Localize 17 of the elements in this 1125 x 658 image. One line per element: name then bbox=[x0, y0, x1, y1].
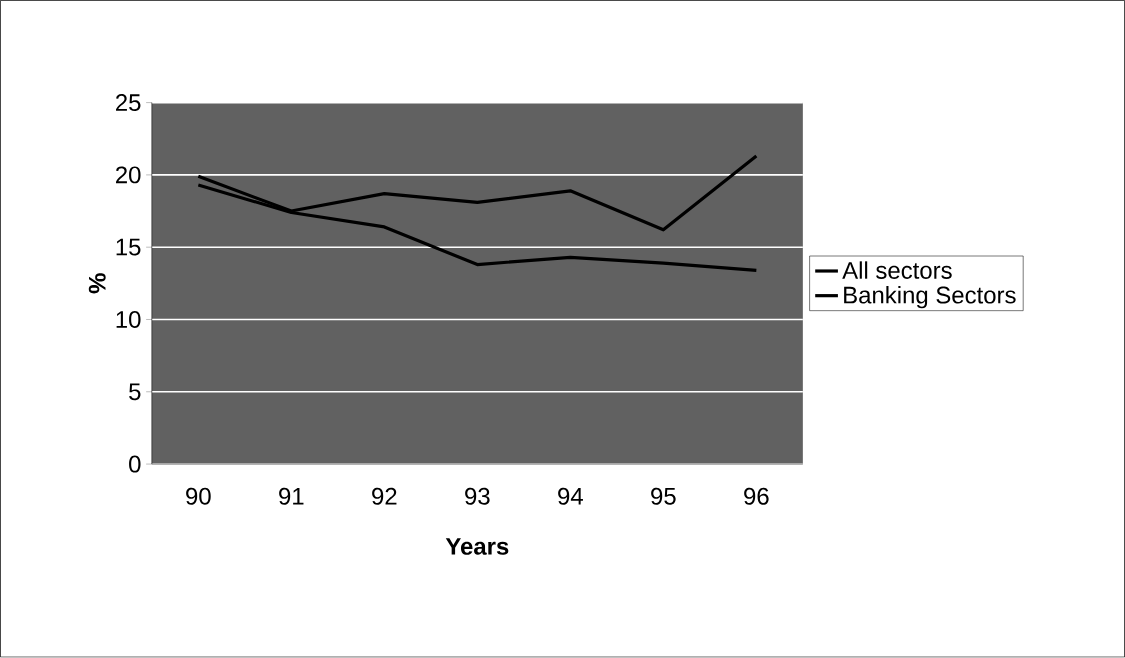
x-tick-label: 94 bbox=[558, 487, 583, 505]
y-tick-label: 5 bbox=[129, 383, 141, 401]
x-tick-label: 93 bbox=[465, 487, 490, 505]
legend-label: All sectors bbox=[842, 261, 952, 280]
x-tick-label: 90 bbox=[186, 487, 211, 505]
x-tick-label: 96 bbox=[744, 487, 769, 505]
y-tick-label: 10 bbox=[116, 311, 141, 329]
y-tick-label: 25 bbox=[116, 94, 141, 112]
y-axis-title: % bbox=[88, 273, 106, 294]
y-tick-label: 15 bbox=[116, 239, 141, 256]
legend-label: Banking Sectors bbox=[844, 286, 1016, 309]
x-axis-title: Years bbox=[445, 538, 509, 556]
x-tick-label: 95 bbox=[651, 487, 676, 505]
y-tick-label: 0 bbox=[129, 455, 141, 473]
x-tick-label: 92 bbox=[372, 487, 397, 505]
x-tick-label: 91 bbox=[279, 487, 304, 505]
y-tick-label: 20 bbox=[116, 166, 141, 184]
